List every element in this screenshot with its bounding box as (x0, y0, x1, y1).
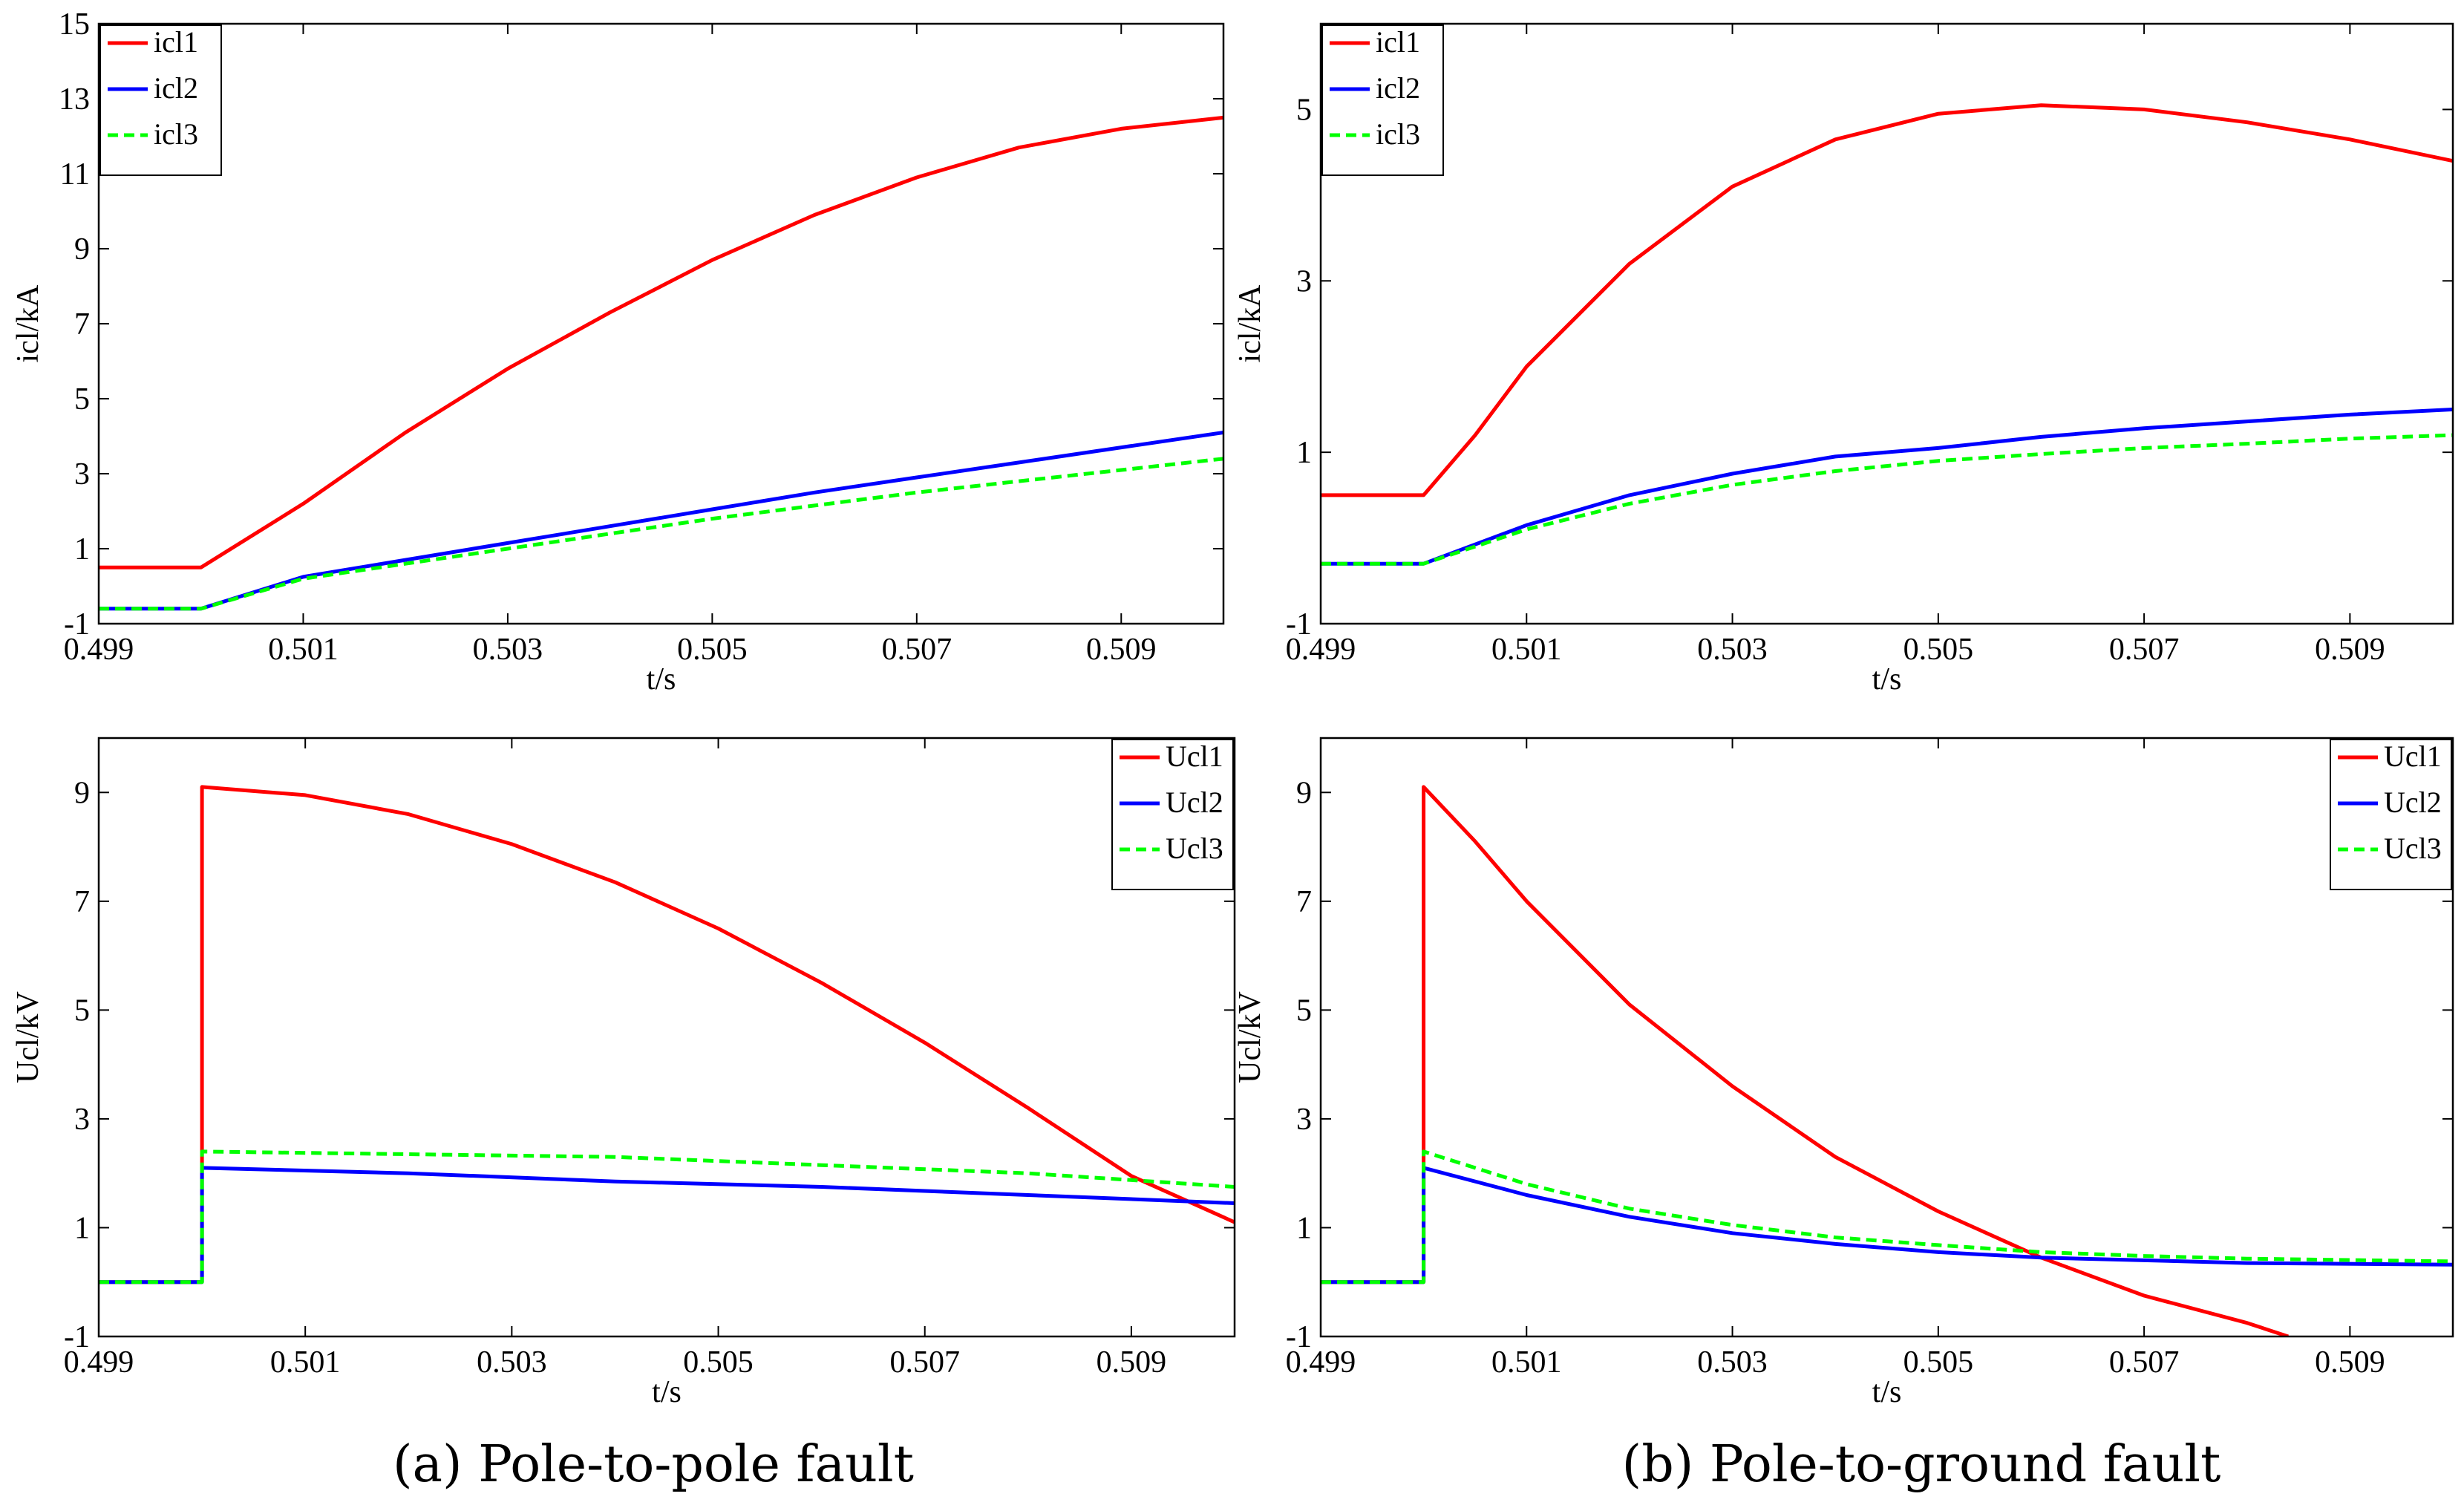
series-line-icl3 (1321, 433, 2453, 566)
legend-label-Ucl1: Ucl1 (1166, 740, 1223, 773)
x-tick-label: 0.503 (1697, 1345, 1768, 1380)
plot-frame (1319, 737, 2454, 1338)
y-tick-label: 15 (59, 7, 90, 42)
legend: icl1 icl2 icl3 (99, 25, 222, 176)
y-tick-label: -1 (1286, 607, 1312, 642)
y-axis-label: icl/kA (11, 284, 45, 363)
legend-box (2330, 739, 2452, 890)
x-tick-label: 0.501 (270, 1345, 341, 1380)
y-tick-label: 3 (1296, 1103, 1312, 1137)
chart-a-voltage: 0.499 0.501 0.503 0.505 0.507 0.509 -1 1 3 5 7 9 t/s… (11, 737, 1236, 1409)
legend: Ucl1 Ucl2 Ucl3 (1111, 739, 1234, 890)
y-tick-label: 5 (74, 993, 90, 1028)
x-tick-label: 0.509 (1097, 1345, 1167, 1380)
x-tick-label: 0.499 (1286, 633, 1356, 667)
x-tick-label: 0.501 (1491, 1345, 1562, 1380)
y-tick-label: 1 (1296, 436, 1312, 470)
plot-frame (1319, 22, 2454, 625)
y-tick-label: -1 (1286, 1320, 1312, 1354)
y-tick-label: -1 (64, 607, 90, 642)
x-tick-label: 0.507 (2109, 633, 2180, 667)
x-axis-label: t/s (652, 1375, 682, 1409)
y-tick-label: 1 (1296, 1211, 1312, 1245)
panels: 0.499 0.501 0.503 0.505 0.507 0.509-113579111… (11, 7, 2454, 1409)
y-tick-label: 13 (59, 82, 90, 117)
legend-label-icl1: icl1 (154, 25, 198, 59)
legend-label-icl3: icl3 (1376, 117, 1420, 151)
legend-label-icl2: icl2 (154, 71, 198, 105)
series-line-Ucl3 (99, 1149, 1235, 1285)
x-tick-label: 0.505 (677, 633, 748, 667)
x-tick-label: 0.505 (683, 1345, 754, 1380)
y-tick-label: 5 (1296, 93, 1312, 127)
series-line-icl2 (99, 431, 1223, 611)
legend-label-Ucl2: Ucl2 (2384, 786, 2442, 819)
series-line-Ucl1 (1321, 785, 2289, 1336)
legend-label-Ucl3: Ucl3 (2384, 832, 2442, 865)
y-tick-label: 3 (1296, 264, 1312, 298)
y-tick-label: 5 (74, 382, 90, 417)
x-tick-label: 0.509 (2315, 1345, 2385, 1380)
x-axis-label: t/s (1872, 1375, 1902, 1409)
y-tick-label: 5 (1296, 993, 1312, 1028)
legend-box (99, 25, 222, 176)
chart-a-current: 0.499 0.501 0.503 0.505 0.507 0.509-113579111… (11, 7, 1225, 696)
x-tick-label: 0.505 (1903, 1345, 1974, 1380)
series-line-icl1 (1321, 103, 2453, 497)
legend-label-icl1: icl1 (1376, 25, 1420, 59)
y-tick-label: 7 (1296, 885, 1312, 919)
x-tick-label: 0.499 (1286, 1345, 1356, 1380)
x-tick-label: 0.501 (1491, 633, 1562, 667)
legend-label-icl2: icl2 (1376, 71, 1420, 105)
y-tick-label: 3 (74, 1103, 90, 1137)
x-tick-label: 0.503 (1697, 633, 1768, 667)
series-line-Ucl3 (1321, 1149, 2453, 1285)
y-axis-label: icl/kA (1233, 284, 1267, 363)
legend-label-Ucl3: Ucl3 (1166, 832, 1223, 865)
legend-label-icl3: icl3 (154, 117, 198, 151)
plot-frame (97, 737, 1236, 1338)
legend-box (1321, 25, 1444, 176)
caption-b: (b) Pole-to-ground fault (1622, 1435, 2221, 1494)
x-tick-label: 0.507 (882, 633, 952, 667)
series-line-icl3 (99, 457, 1223, 611)
legend-label-Ucl2: Ucl2 (1166, 786, 1223, 819)
y-tick-label: 7 (74, 885, 90, 919)
y-tick-label: 11 (60, 157, 90, 192)
x-tick-label: 0.503 (477, 1345, 547, 1380)
y-axis-label: Ucl/kV (1233, 991, 1267, 1083)
x-tick-label: 0.503 (473, 633, 543, 667)
caption-a: (a) Pole-to-pole fault (393, 1435, 914, 1494)
y-tick-label: -1 (64, 1320, 90, 1354)
series-line-icl2 (1321, 407, 2453, 566)
x-tick-label: 0.499 (64, 1345, 134, 1380)
x-tick-label: 0.499 (64, 633, 134, 667)
chart-b-current: 0.499 0.501 0.503 0.505 0.507 0.509 -1 1 3 5 t/s ic… (1233, 22, 2454, 696)
y-tick-label: 7 (74, 307, 90, 342)
y-tick-label: 9 (1296, 776, 1312, 810)
legend: Ucl1 Ucl2 Ucl3 (2330, 739, 2452, 890)
legend-label-Ucl1: Ucl1 (2384, 740, 2442, 773)
y-axis-label: Ucl/kV (11, 991, 45, 1083)
y-tick-label: 9 (74, 232, 90, 267)
x-tick-label: 0.505 (1903, 633, 1974, 667)
legend: icl1 icl2 icl3 (1321, 25, 1444, 176)
x-tick-label: 0.501 (268, 633, 339, 667)
x-axis-label: t/s (647, 662, 676, 696)
y-tick-label: 9 (74, 776, 90, 810)
chart-b-voltage: 0.499 0.501 0.503 0.505 0.507 0.509 -1 1 3 5 7 9 t/s… (1233, 737, 2454, 1409)
series-line-icl1 (99, 115, 1223, 569)
x-tick-label: 0.507 (889, 1345, 960, 1380)
series-line-Ucl1 (99, 785, 1235, 1285)
y-tick-label: 1 (74, 1211, 90, 1245)
x-tick-label: 0.509 (1086, 633, 1157, 667)
y-tick-label: 3 (74, 457, 90, 492)
y-tick-label: 1 (74, 532, 90, 567)
legend-box (1111, 739, 1234, 890)
x-tick-label: 0.507 (2109, 1345, 2180, 1380)
x-axis-label: t/s (1872, 662, 1902, 696)
x-tick-label: 0.509 (2315, 633, 2385, 667)
